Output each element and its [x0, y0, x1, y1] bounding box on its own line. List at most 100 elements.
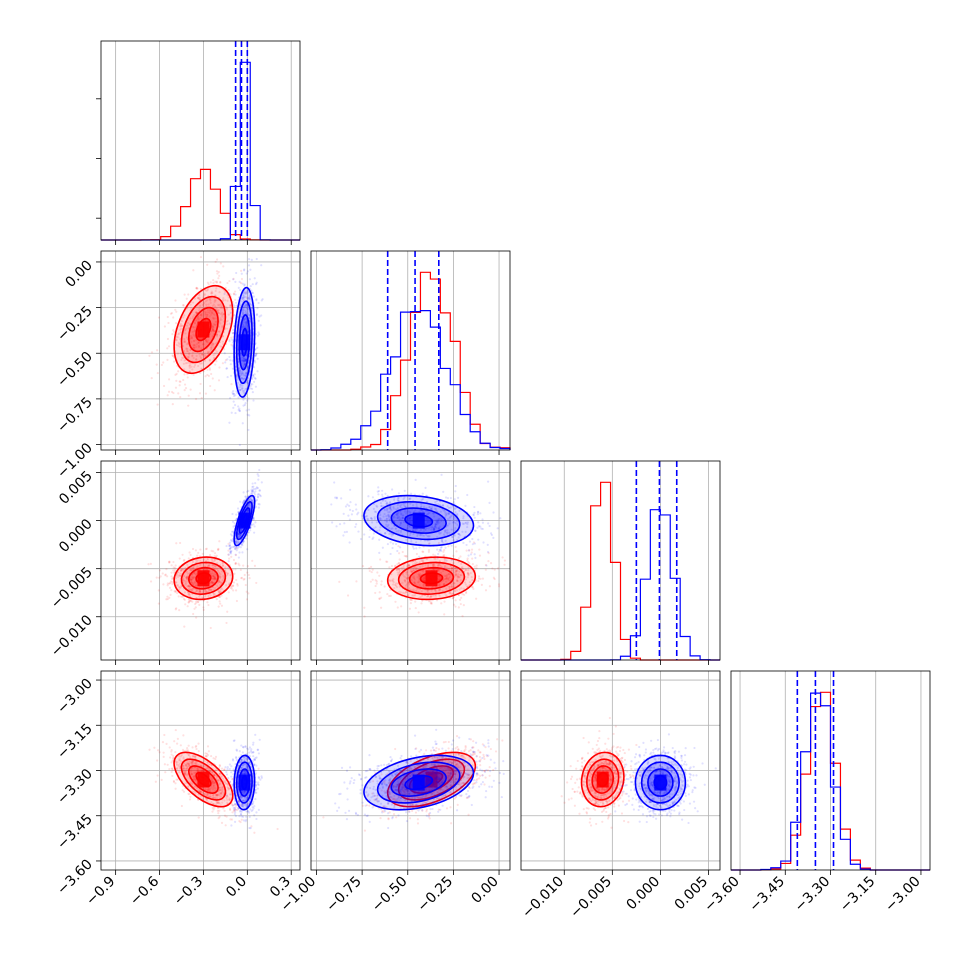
- scatter-point: [177, 336, 180, 339]
- scatter-point: [481, 521, 485, 524]
- scatter-point: [205, 547, 208, 550]
- scatter-point: [388, 510, 391, 514]
- scatter-point: [249, 497, 252, 500]
- scatter-point: [237, 540, 240, 543]
- scatter-point: [457, 575, 460, 578]
- scatter-point: [175, 581, 178, 584]
- scatter-point: [186, 585, 189, 588]
- scatter-point: [195, 287, 198, 290]
- scatter-point: [191, 317, 194, 320]
- scatter-point: [403, 579, 406, 582]
- scatter-point: [448, 516, 451, 519]
- scatter-point: [440, 473, 443, 476]
- scatter-point: [421, 510, 425, 513]
- scatter-point: [206, 352, 210, 355]
- scatter-point: [182, 568, 185, 571]
- scatter-point: [424, 533, 428, 536]
- scatter-point: [192, 356, 195, 360]
- scatter-point: [209, 281, 212, 284]
- scatter-point: [174, 782, 177, 785]
- scatter-point: [180, 595, 183, 598]
- scatter-point: [237, 360, 240, 363]
- scatter-point: [451, 597, 455, 600]
- scatter-point: [496, 527, 499, 530]
- scatter-point: [192, 333, 195, 336]
- scatter-point: [463, 581, 467, 584]
- scatter-point: [174, 373, 177, 377]
- scatter-point: [232, 525, 235, 528]
- scatter-point: [163, 763, 166, 766]
- scatter-point: [242, 351, 246, 354]
- scatter-point: [415, 561, 419, 564]
- scatter-point: [418, 583, 421, 587]
- scatter-point: [253, 564, 257, 567]
- scatter-point: [222, 574, 225, 578]
- scatter-point: [454, 522, 457, 525]
- scatter-point: [433, 565, 436, 568]
- scatter-point: [182, 378, 185, 382]
- scatter-point: [466, 523, 469, 526]
- scatter-point: [424, 527, 427, 530]
- scatter-point: [183, 591, 187, 594]
- scatter-point: [242, 318, 246, 322]
- scatter-point: [211, 810, 214, 813]
- scatter-point: [214, 565, 217, 568]
- scatter-point: [219, 804, 222, 807]
- scatter-point: [191, 567, 194, 571]
- scatter-point: [434, 589, 437, 592]
- scatter-point: [202, 589, 205, 592]
- scatter-point: [206, 313, 209, 316]
- scatter-point: [221, 789, 224, 792]
- scatter-point: [239, 303, 242, 306]
- scatter-point: [438, 518, 441, 521]
- scatter-point: [230, 319, 234, 323]
- scatter-point: [428, 535, 431, 538]
- scatter-point: [255, 298, 258, 301]
- scatter-point: [174, 608, 177, 611]
- scatter-point: [241, 311, 244, 314]
- scatter-point: [466, 572, 469, 575]
- scatter-point: [419, 595, 422, 599]
- scatter-point: [477, 521, 480, 524]
- scatter-point: [435, 519, 438, 522]
- scatter-point: [420, 509, 423, 512]
- scatter-point: [392, 581, 395, 584]
- scatter-point: [444, 539, 447, 542]
- scatter-point: [246, 548, 249, 551]
- scatter-point: [419, 533, 422, 536]
- scatter-point: [435, 509, 438, 512]
- scatter-point: [181, 764, 185, 767]
- scatter-point: [218, 580, 221, 583]
- scatter-point: [499, 517, 502, 520]
- scatter-point: [389, 505, 392, 508]
- scatter-point: [179, 569, 182, 572]
- scatter-point: [251, 489, 255, 492]
- scatter-point: [259, 324, 262, 327]
- scatter-point: [377, 486, 380, 489]
- scatter-point: [189, 303, 192, 306]
- scatter-point: [428, 520, 431, 523]
- scatter-point: [212, 550, 215, 553]
- scatter-point: [200, 312, 203, 316]
- scatter-point: [214, 280, 217, 283]
- scatter-point: [439, 564, 442, 567]
- scatter-point: [415, 589, 418, 592]
- scatter-point: [338, 580, 341, 583]
- scatter-point: [437, 552, 440, 556]
- scatter-point: [191, 589, 194, 592]
- scatter-point: [492, 536, 495, 539]
- scatter-point: [439, 510, 442, 513]
- scatter-point: [177, 370, 180, 373]
- scatter-point: [357, 530, 360, 533]
- scatter-point: [206, 315, 209, 319]
- scatter-point: [237, 534, 240, 537]
- scatter-point: [180, 327, 183, 330]
- scatter-point: [239, 533, 242, 537]
- scatter-point: [246, 399, 249, 402]
- scatter-point: [258, 494, 262, 497]
- scatter-point: [179, 569, 183, 572]
- scatter-point: [202, 558, 205, 562]
- scatter-point: [385, 519, 388, 522]
- scatter-point: [450, 528, 453, 531]
- scatter-point: [208, 315, 211, 318]
